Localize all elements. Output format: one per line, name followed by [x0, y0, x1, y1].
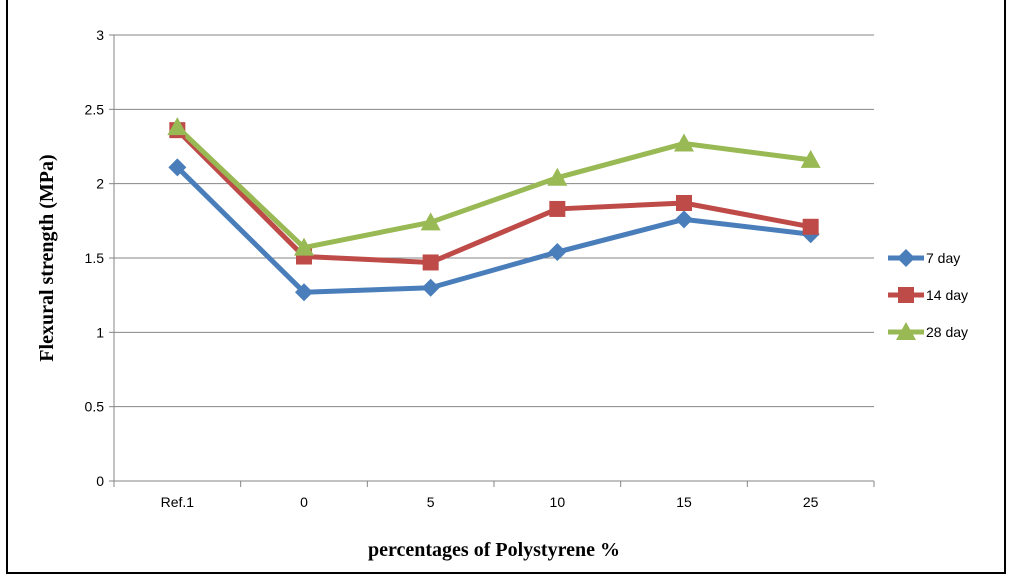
x-tick-label: 25	[803, 494, 819, 510]
series-line-28-day	[175, 125, 811, 251]
series-markers	[167, 117, 821, 302]
legend-marker	[896, 322, 916, 340]
series-line-7-day	[175, 165, 811, 295]
y-tick-label: 3	[96, 27, 104, 43]
chart-frame: 0 0.5 1 1.5 2 2.5 3 Ref.1 0 5 10 15 25 percentages …	[6, 0, 1006, 574]
data-point-28-day	[800, 149, 821, 168]
data-point-28-day	[674, 133, 694, 152]
axes	[109, 34, 875, 487]
y-tick-label: 2	[96, 176, 104, 192]
legend-label: 14 day	[926, 287, 968, 303]
data-point-14-day	[676, 194, 692, 211]
data-point-7-day	[421, 278, 440, 297]
data-point-7-day	[675, 210, 693, 229]
x-tick-label: 0	[300, 494, 308, 510]
y-tick-label: 1	[96, 324, 104, 340]
legend-marker	[897, 249, 915, 267]
y-tick-label: 0	[96, 473, 104, 489]
data-point-28-day	[167, 117, 188, 136]
y-tick-label: 1.5	[85, 250, 105, 266]
legend-label: 7 day	[926, 250, 960, 266]
legend: 7 day 14 day 28 day	[888, 249, 968, 340]
series-lines	[175, 125, 812, 295]
x-tick-label: 15	[676, 494, 692, 510]
y-axis-title: Flexural strength (MPa)	[36, 154, 58, 361]
gridlines	[114, 34, 874, 408]
data-point-14-day	[802, 218, 819, 235]
x-tick-label: 10	[550, 494, 566, 510]
data-point-14-day	[422, 254, 439, 271]
data-point-14-day	[549, 200, 566, 217]
x-tick-label: Ref.1	[161, 494, 195, 510]
data-point-7-day	[168, 158, 187, 177]
chart-svg: 0 0.5 1 1.5 2 2.5 3 Ref.1 0 5 10 15 25 percentages …	[36, 27, 968, 561]
data-point-7-day	[295, 283, 313, 302]
legend-label: 28 day	[926, 324, 968, 340]
data-point-28-day	[547, 167, 568, 186]
x-axis-title: percentages of Polystyrene %	[368, 539, 620, 561]
data-point-28-day	[420, 212, 441, 231]
legend-marker	[898, 287, 914, 303]
x-tick-label: 5	[427, 494, 435, 510]
series-line-14-day	[175, 128, 812, 265]
x-tick-labels: Ref.1 0 5 10 15 25	[161, 494, 819, 510]
y-tick-label: 0.5	[85, 399, 105, 415]
data-point-28-day	[294, 237, 314, 256]
data-point-7-day	[548, 243, 567, 262]
y-tick-labels: 0 0.5 1 1.5 2 2.5 3	[85, 27, 105, 489]
y-tick-label: 2.5	[85, 101, 105, 117]
